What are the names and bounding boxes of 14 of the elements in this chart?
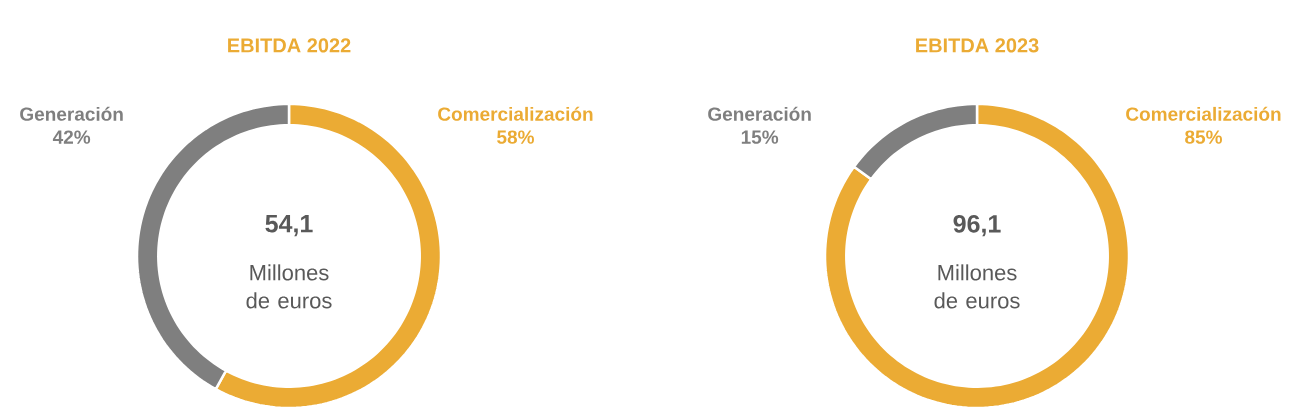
data-label: 85% bbox=[1185, 130, 1222, 144]
chart-title: EBITDA 2023 bbox=[916, 38, 1039, 53]
data-label: 15% bbox=[741, 130, 779, 144]
data-label: 42% bbox=[52, 130, 91, 144]
slice-label: Comercialización bbox=[438, 106, 593, 121]
chart-title: EBITDA 2022 bbox=[228, 38, 351, 53]
text: 96,1 bbox=[953, 214, 1001, 237]
text: 54,1 bbox=[265, 215, 313, 237]
data-label: 58% bbox=[497, 130, 534, 144]
text: Millones de euros bbox=[934, 264, 1020, 309]
slice-label: Comercialización bbox=[1126, 106, 1281, 121]
slice-label: Generación bbox=[20, 106, 123, 121]
text: Millones de euros bbox=[246, 264, 332, 309]
slice-label: Generación bbox=[708, 106, 811, 121]
